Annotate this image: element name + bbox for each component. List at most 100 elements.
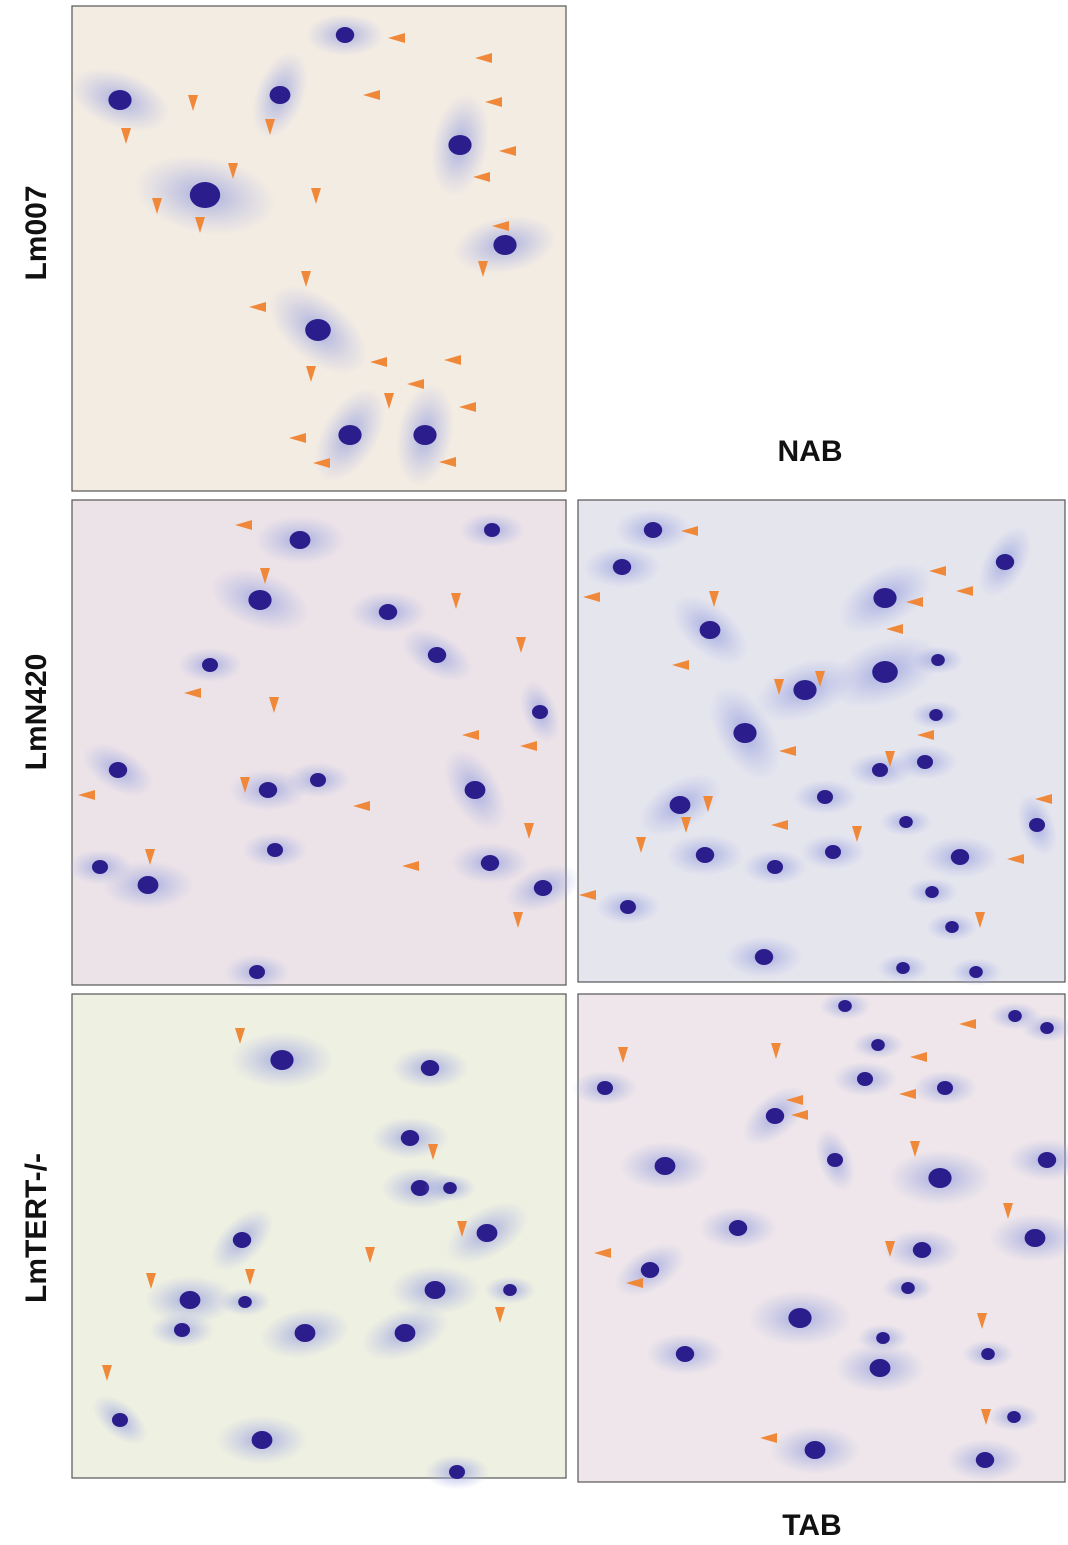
nucleus	[295, 1324, 316, 1342]
nucleus	[138, 876, 159, 894]
nucleus	[1007, 1411, 1021, 1423]
nucleus	[532, 705, 548, 719]
nucleus	[233, 1232, 251, 1248]
nucleus	[655, 1157, 676, 1175]
nucleus	[481, 855, 499, 871]
nucleus	[945, 921, 959, 933]
nucleus	[305, 319, 331, 341]
nucleus	[931, 654, 945, 666]
nucleus	[644, 522, 662, 538]
nucleus	[928, 1168, 951, 1188]
nucleus	[827, 1153, 843, 1167]
nucleus	[249, 965, 265, 979]
nucleus	[838, 1000, 852, 1012]
panel-lmn420-nab	[72, 500, 566, 985]
nucleus	[270, 86, 291, 104]
figure: Lm007 LmN420 LmTERT-/- NAB TAB	[0, 0, 1068, 1545]
nucleus	[937, 1081, 953, 1095]
nucleus	[238, 1296, 252, 1308]
nucleus	[493, 235, 516, 255]
nucleus	[670, 796, 691, 814]
nucleus	[641, 1262, 659, 1278]
nucleus	[477, 1224, 498, 1242]
nucleus	[817, 790, 833, 804]
nucleus	[873, 588, 896, 608]
nucleus	[620, 900, 636, 914]
nucleus	[870, 1359, 891, 1377]
nucleus	[428, 647, 446, 663]
nucleus	[700, 621, 721, 639]
nucleus	[733, 723, 756, 743]
nucleus	[248, 590, 271, 610]
nucleus	[729, 1220, 747, 1236]
nucleus	[484, 523, 500, 537]
page: {"rows": [{"label": "Lm007"}, {"label": …	[0, 0, 1068, 1545]
nucleus	[449, 1465, 465, 1479]
nucleus	[290, 531, 311, 549]
nucleus	[1040, 1022, 1054, 1034]
nucleus	[805, 1441, 826, 1459]
nucleus	[613, 559, 631, 575]
nucleus	[174, 1323, 190, 1337]
row-label: LmTERT-/-	[20, 1153, 53, 1303]
nucleus	[917, 755, 933, 769]
nucleus	[925, 886, 939, 898]
nucleus	[901, 1282, 915, 1294]
nucleus	[951, 849, 969, 865]
nucleus	[534, 880, 552, 896]
nucleus	[872, 661, 898, 683]
nucleus	[793, 680, 816, 700]
nucleus	[981, 1348, 995, 1360]
nucleus	[755, 949, 773, 965]
nucleus	[788, 1308, 811, 1328]
nucleus	[503, 1284, 517, 1296]
nucleus	[395, 1324, 416, 1342]
nucleus	[109, 762, 127, 778]
nucleus	[259, 782, 277, 798]
nucleus	[465, 781, 486, 799]
nucleus	[112, 1413, 128, 1427]
nucleus	[379, 604, 397, 620]
nucleus	[996, 554, 1014, 570]
row-label: Lm007	[20, 185, 53, 280]
nucleus	[766, 1108, 784, 1124]
nucleus	[929, 709, 943, 721]
nucleus	[401, 1130, 419, 1146]
nucleus	[252, 1431, 273, 1449]
nucleus	[108, 90, 131, 110]
nucleus	[825, 845, 841, 859]
nucleus	[872, 763, 888, 777]
nucleus	[1029, 818, 1045, 832]
nucleus	[336, 27, 354, 43]
nucleus	[969, 966, 983, 978]
nucleus	[676, 1346, 694, 1362]
nucleus	[448, 135, 471, 155]
nucleus	[1008, 1010, 1022, 1022]
nucleus	[1038, 1152, 1056, 1168]
nucleus	[413, 425, 436, 445]
nucleus	[421, 1060, 439, 1076]
nucleus	[443, 1182, 457, 1194]
nucleus	[92, 860, 108, 874]
row-label: LmN420	[20, 654, 53, 771]
nucleus	[857, 1072, 873, 1086]
nucleus	[270, 1050, 293, 1070]
nucleus	[267, 843, 283, 857]
nucleus	[338, 425, 361, 445]
nucleus	[767, 860, 783, 874]
nucleus	[202, 658, 218, 672]
nucleus	[913, 1242, 931, 1258]
nucleus	[976, 1452, 994, 1468]
nucleus	[876, 1332, 890, 1344]
nucleus	[310, 773, 326, 787]
nucleus	[871, 1039, 885, 1051]
nucleus	[896, 962, 910, 974]
column-label: TAB	[782, 1509, 841, 1542]
column-label: NAB	[778, 435, 843, 468]
nucleus	[425, 1281, 446, 1299]
nucleus	[1025, 1229, 1046, 1247]
nucleus	[899, 816, 913, 828]
nucleus	[597, 1081, 613, 1095]
nucleus	[190, 182, 220, 208]
nucleus	[180, 1291, 201, 1309]
